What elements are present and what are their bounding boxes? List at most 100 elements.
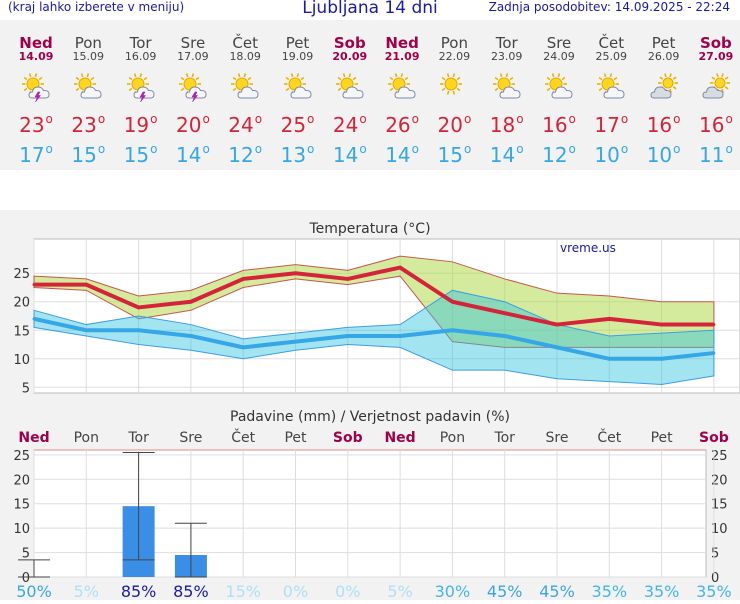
precipitation-probability: 15%: [225, 582, 261, 600]
precipitation-chart-title: Padavine (mm) / Verjetnost padavin (%): [230, 409, 510, 425]
temperature-y-tick: 10: [13, 353, 30, 368]
sun-cloud-icon: [283, 72, 313, 102]
sun-cloud-icon: [335, 72, 365, 102]
precipitation-y-tick-right: 0: [711, 571, 719, 586]
max-temperature-line-point: [503, 311, 507, 315]
max-temperature-line-point: [660, 323, 664, 327]
max-temperature: 23o: [19, 112, 53, 137]
precipitation-x-tick: Tor: [493, 430, 515, 446]
precipitation-probability: 0%: [283, 582, 308, 600]
min-temperature-line-point: [189, 334, 193, 338]
precipitation-probability: 45%: [487, 582, 523, 600]
precipitation-probability: 50%: [16, 582, 52, 600]
min-temperature-line-point: [346, 334, 350, 338]
day-name: Čet: [598, 34, 625, 52]
day-date: 25.09: [595, 50, 628, 63]
watermark: vreme.us: [560, 241, 616, 255]
daily-forecast-strip: Ned 14.09 23o 17o Pon 15.09 23o 15o Tor 16.09 19o 1…: [0, 20, 740, 170]
max-temperature-line-point: [346, 277, 350, 281]
sun-cloud-icon: [544, 72, 574, 102]
min-temperature: 14o: [332, 142, 367, 167]
min-temperature: 14o: [489, 142, 524, 167]
max-temperature-line: [34, 265, 714, 327]
sun-cloud-icon: [387, 72, 417, 102]
max-temperature-line-point: [450, 300, 454, 304]
precipitation-x-tick: Čet: [597, 428, 621, 446]
precipitation-x-tick: Pon: [440, 430, 465, 446]
day-date: 26.09: [647, 50, 680, 63]
max-temperature-line-point: [84, 283, 88, 287]
min-temperature-line-point: [241, 345, 245, 349]
precipitation-probability: 85%: [121, 582, 157, 600]
cloud-sun-icon: [701, 72, 731, 102]
max-temperature: 20o: [175, 112, 210, 137]
day-date: 23.09: [490, 50, 523, 63]
max-temperature: 24o: [228, 112, 263, 137]
min-temperature-line-point: [450, 328, 454, 332]
precipitation-probability: 35%: [696, 582, 732, 600]
temperature-chart-title: Temperatura (°C): [308, 221, 430, 237]
precipitation-y-tick-right: 25: [711, 449, 728, 464]
day-date: 15.09: [72, 50, 105, 63]
max-temperature: 24o: [332, 112, 367, 137]
precipitation-y-tick-right: 10: [711, 522, 728, 537]
max-temperature: 16o: [698, 112, 733, 137]
min-temperature-line-point: [712, 351, 716, 355]
precipitation-probability: 35%: [592, 582, 628, 600]
precipitation-error-bar: [122, 451, 155, 561]
day-date: 24.09: [543, 50, 575, 63]
day-name: Tor: [495, 34, 518, 52]
day-name: Pet: [651, 34, 676, 52]
day-name: Čet: [232, 34, 258, 52]
precipitation-y-tick-left: 15: [13, 498, 30, 513]
min-temperature-line-point: [137, 328, 141, 332]
day-date: 19.09: [281, 50, 314, 63]
min-temperature-line-point: [84, 328, 88, 332]
sun-cloud-icon: [73, 72, 103, 102]
location-menu-hint[interactable]: (kraj lahko izberete v meniju): [8, 0, 185, 14]
min-temperature-line-point: [607, 357, 611, 361]
max-temperature: 17o: [594, 112, 629, 137]
sun-cloud-icon: [230, 72, 260, 102]
sun-icon: [439, 72, 469, 102]
min-temperature: 15o: [123, 142, 158, 167]
precipitation-x-tick: Pet: [651, 430, 674, 446]
max-temperature-line-point: [241, 277, 245, 281]
precipitation-x-tick: Sre: [179, 430, 202, 446]
min-temperature-line-point: [503, 334, 507, 338]
precipitation-y-tick-left: 5: [22, 547, 30, 562]
precipitation-x-tick: Ned: [384, 430, 415, 446]
day-date: 21.09: [384, 50, 420, 63]
precipitation-x-tick: Pet: [284, 430, 307, 446]
min-temperature: 10o: [594, 142, 629, 167]
sun-cloud-thunder-icon: [126, 72, 156, 103]
min-temperature: 17o: [19, 142, 53, 167]
max-temperature: 26o: [385, 112, 419, 137]
precipitation-error-bar: [18, 559, 50, 578]
day-name: Tor: [129, 34, 152, 52]
precipitation-probability: 45%: [539, 582, 575, 600]
forecast-charts: Temperatura (°C) 5 10 15 20 25 vreme.us Padavin…: [13, 221, 740, 601]
max-temperature-line-point: [398, 266, 402, 270]
min-temperature: 15o: [437, 142, 472, 167]
precipitation-probability: 85%: [173, 582, 209, 600]
last-update: Zadnja posodobitev: 14.09.2025 - 22:24: [488, 0, 730, 14]
precipitation-x-tick: Ned: [18, 430, 49, 446]
min-temperature: 15o: [71, 142, 106, 167]
day-name: Sre: [180, 34, 206, 52]
min-temperature: 12o: [542, 142, 576, 167]
max-temperature: 25o: [280, 112, 315, 137]
charts-panel: Temperatura (°C) 5 10 15 20 25 vreme.us Padavin…: [0, 210, 740, 601]
precipitation-x-tick: Čet: [231, 428, 255, 446]
min-temperature-line-point: [32, 317, 36, 321]
min-temperature: 14o: [385, 142, 419, 167]
max-temperature-line-point: [189, 300, 193, 304]
day-date: 16.09: [124, 50, 157, 63]
temperature-y-tick: 20: [13, 296, 30, 311]
max-temperature-line-point: [294, 271, 297, 275]
max-temperature-line-point: [137, 305, 141, 309]
max-temperature-line-point: [712, 323, 716, 327]
min-temperature: 10o: [646, 142, 681, 167]
precipitation-x-tick: Sob: [699, 430, 729, 446]
cloud-sun-icon: [649, 72, 679, 102]
